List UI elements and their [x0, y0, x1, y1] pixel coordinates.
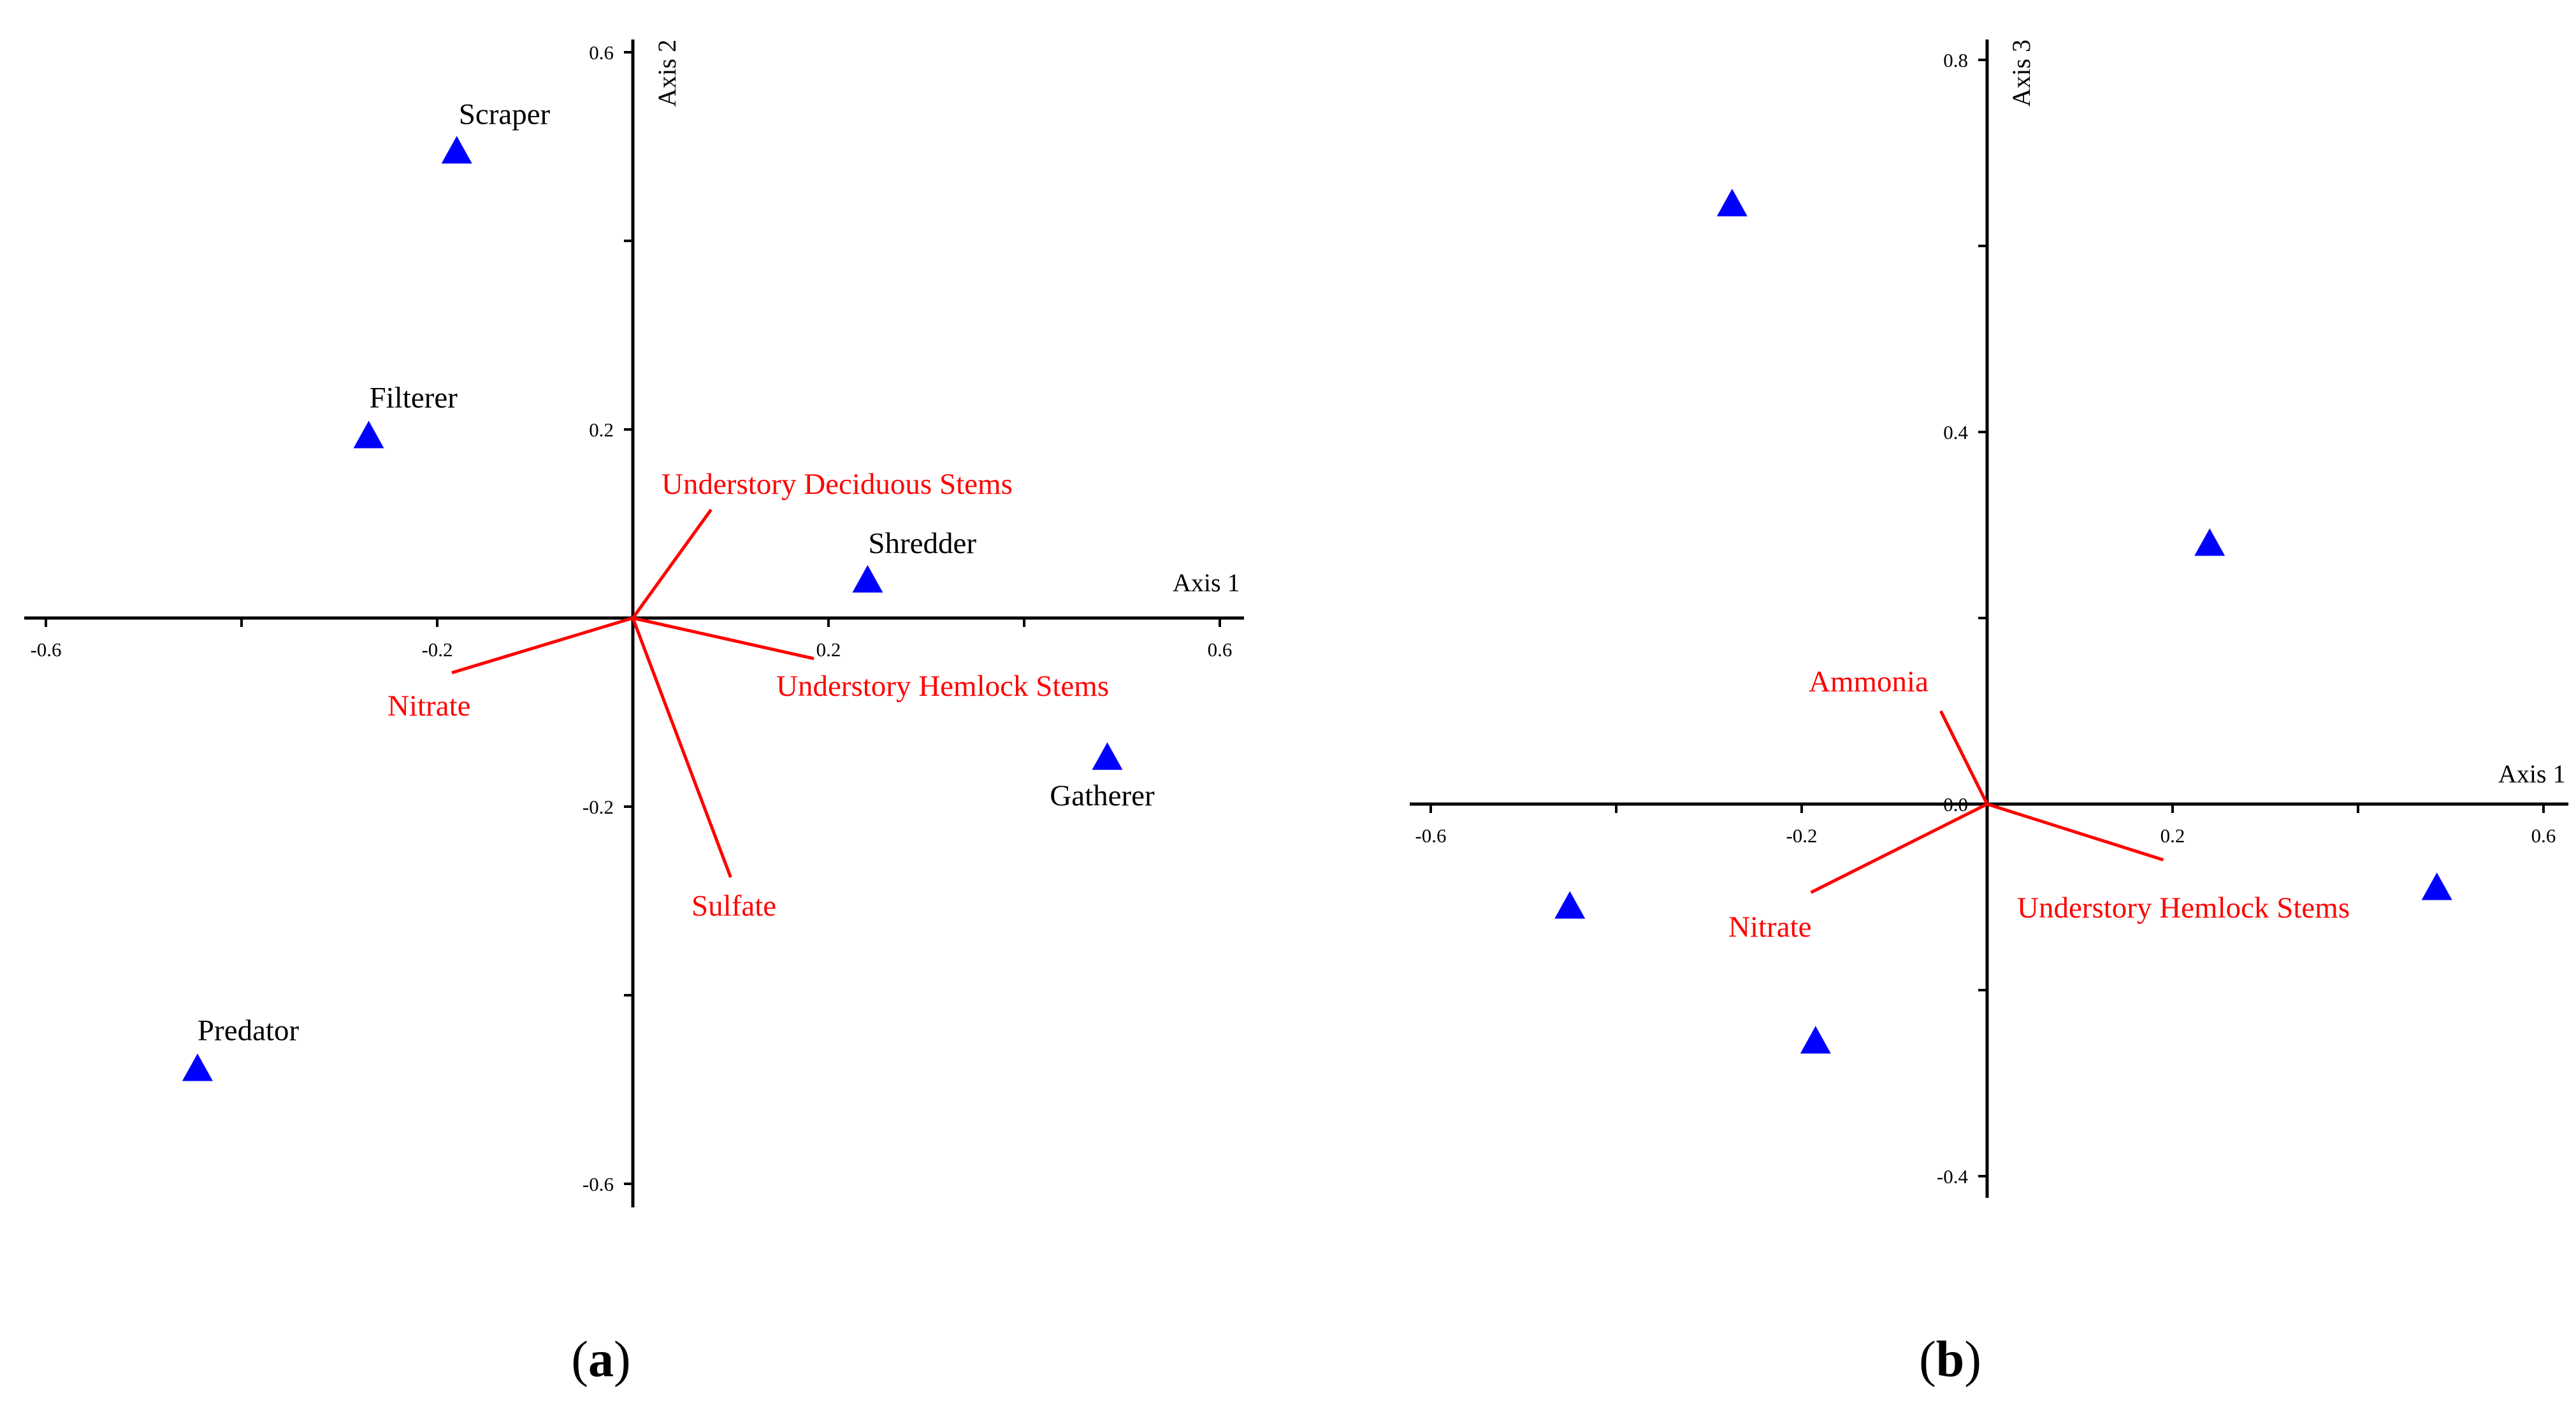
panel-a-y-tick-label: 0.6 — [589, 41, 614, 64]
panel-b-chart: -0.6 -0.2 0.2 0.6 -0.4 0.0 0.4 0.8 Axis 1 Axis 3 A… — [1410, 40, 2568, 1388]
panel-b-y-tick-label: 0.8 — [1943, 49, 1968, 71]
panel-a-vector-line — [631, 508, 713, 619]
panel-a-vector-line — [632, 616, 814, 661]
panel-b-vector-label: Understory Hemlock Stems — [2017, 891, 2350, 925]
panel-a-y-tick-label: 0.2 — [589, 419, 614, 441]
panel-b-point-marker — [1716, 189, 1747, 217]
panel-a-point-marker — [182, 1053, 213, 1081]
panel-b-point-marker — [2194, 528, 2225, 556]
panel-a-point-label: Filterer — [370, 381, 458, 414]
panel-a-point-label: Scraper — [459, 97, 551, 131]
panel-a-vector-label: Nitrate — [387, 689, 471, 723]
panel-b-x-tick-label: -0.6 — [1415, 824, 1446, 847]
panel-a-point-marker — [1092, 742, 1123, 770]
panel-b-x-tick-label: -0.2 — [1786, 824, 1817, 847]
panel-b-y-tick-label: 0.4 — [1943, 421, 1968, 443]
panel-a-point-label: Shredder — [868, 527, 976, 560]
panel-a-x-axis-title: Axis 1 — [1173, 568, 1240, 597]
panel-b-x-tick-label: 0.6 — [2531, 824, 2556, 847]
panel-a-y-tick-label: -0.6 — [582, 1173, 614, 1195]
panel-b-vector-line — [1939, 710, 1989, 805]
panel-a-x-tick-label: 0.6 — [1208, 638, 1233, 661]
panel-a-chart: -0.6 -0.2 0.2 0.6 -0.6 -0.2 0.2 0.6 Axis 1 Axis 2… — [24, 40, 1244, 1388]
panel-a-vector-line — [631, 617, 732, 878]
panel-b-point-marker — [1554, 891, 1586, 919]
panel-a-point-marker — [441, 136, 472, 164]
panel-a-x-tick-label: -0.2 — [421, 638, 452, 661]
panel-a-vector-line — [451, 616, 633, 675]
panel-a-vector-label: Understory Deciduous Stems — [662, 468, 1013, 501]
panel-b-y-tick-label: 0.0 — [1943, 793, 1968, 816]
panel-a-vector-label: Sulfate — [691, 889, 776, 923]
panel-b-y-tick-label: -0.4 — [1937, 1165, 1969, 1188]
panel-a-x-tick-label: 0.2 — [816, 638, 841, 661]
panel-b-vector-label: Ammonia — [1809, 665, 1928, 698]
panel-b-point-marker — [2421, 872, 2452, 900]
panel-a-label: (a) — [571, 1332, 630, 1388]
panel-b-y-axis-title: Axis 3 — [2007, 40, 2036, 107]
panel-b-label: (b) — [1919, 1332, 1981, 1388]
panel-a-x-tick-label: -0.6 — [30, 638, 61, 661]
panel-a-y-axis-title: Axis 2 — [653, 40, 681, 107]
panel-b-vector-line — [1810, 802, 1988, 894]
panel-a-y-tick-label: -0.2 — [582, 796, 614, 818]
panel-b-x-axis-title: Axis 1 — [2498, 759, 2566, 788]
panel-a-point-marker — [353, 421, 384, 449]
panel-a-vector-label: Understory Hemlock Stems — [776, 670, 1109, 703]
panel-b-point-marker — [1800, 1026, 1831, 1054]
panel-a-point-label: Predator — [198, 1014, 300, 1047]
panel-a-point-label: Gatherer — [1050, 779, 1155, 812]
panel-b-vector-line — [1986, 802, 2164, 861]
panel-b-x-tick-label: 0.2 — [2160, 824, 2185, 847]
panel-b-vector-label: Nitrate — [1728, 910, 1812, 944]
panel-a-point-marker — [852, 565, 883, 593]
